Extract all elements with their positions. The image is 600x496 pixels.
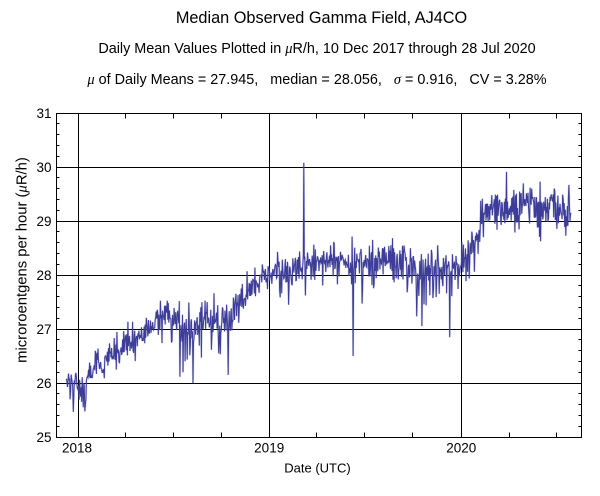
svg-text:μ of Daily Means = 27.945, m: μ of Daily Means = 27.945, median = 28.0…	[86, 72, 546, 88]
svg-text:30: 30	[36, 160, 51, 175]
svg-text:26: 26	[36, 376, 51, 391]
svg-text:Daily Mean Values Plotted in μ: Daily Mean Values Plotted in μR/h, 10 De…	[98, 41, 535, 57]
svg-text:2018: 2018	[62, 441, 92, 456]
svg-text:29: 29	[36, 214, 51, 229]
svg-text:microroentgens per hour (μR/h): microroentgens per hour (μR/h)	[15, 157, 31, 363]
svg-text:2020: 2020	[446, 441, 476, 456]
svg-text:2019: 2019	[254, 441, 284, 456]
svg-text:31: 31	[36, 106, 51, 121]
svg-text:25: 25	[36, 430, 51, 445]
svg-text:Median Observed Gamma Field, A: Median Observed Gamma Field, AJ4CO	[176, 9, 467, 27]
svg-text:Date (UTC): Date (UTC)	[284, 460, 350, 475]
svg-text:28: 28	[36, 268, 51, 283]
svg-text:27: 27	[36, 322, 51, 337]
